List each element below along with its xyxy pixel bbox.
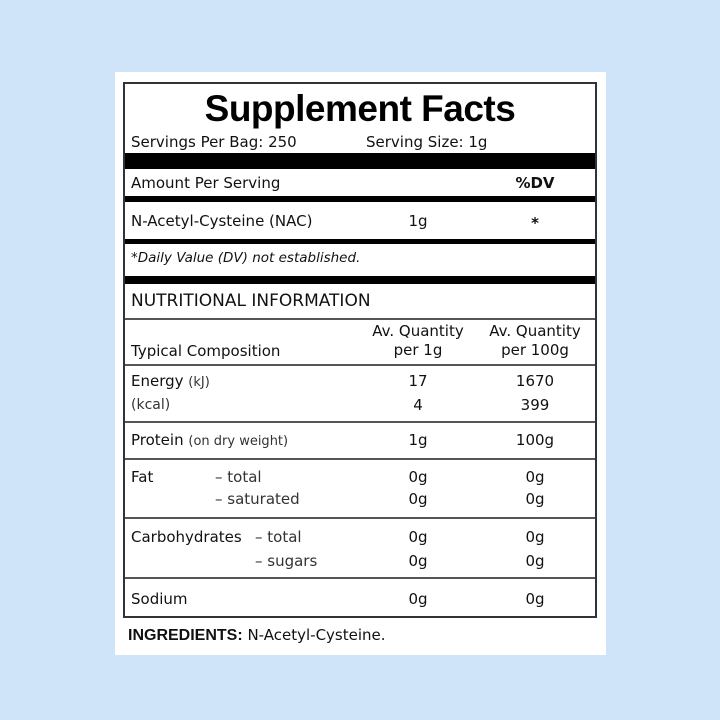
title: Supplement Facts xyxy=(204,88,516,129)
divider xyxy=(125,421,595,423)
divider xyxy=(125,153,595,169)
protein-v1: 1g xyxy=(408,431,428,449)
fat-label: Fat xyxy=(131,468,154,486)
protein-v2: 100g xyxy=(515,431,555,449)
col2-header-line: Av. Quantity xyxy=(489,322,581,340)
energy-unit: (kJ) xyxy=(188,375,210,390)
protein-note: (on dry weight) xyxy=(188,434,289,449)
fat-total-label: – total xyxy=(215,468,262,486)
divider xyxy=(125,577,595,579)
energy-label-text: Energy xyxy=(131,372,184,390)
facts-table: Supplement Facts Servings Per Bag: 250 S… xyxy=(123,82,597,618)
dv-header: %DV xyxy=(515,174,555,192)
fat-sat-v1: 0g xyxy=(408,490,428,508)
divider xyxy=(125,196,595,202)
divider xyxy=(125,276,595,284)
carb-total-v1: 0g xyxy=(408,528,428,546)
ingredients-label: INGREDIENTS: xyxy=(128,627,243,644)
carb-total-label: – total xyxy=(255,528,302,546)
divider xyxy=(125,239,595,244)
carb-label: Carbohydrates xyxy=(131,528,242,546)
divider xyxy=(125,318,595,320)
supplement-label: Supplement Facts Servings Per Bag: 250 S… xyxy=(115,72,606,655)
sodium-v2: 0g xyxy=(525,590,545,608)
col2-header: Av. Quantity per 100g xyxy=(480,322,590,360)
energy-kcal-v1: 4 xyxy=(413,396,423,414)
energy-kcal-v2: 399 xyxy=(520,396,550,414)
carb-sugars-v2: 0g xyxy=(525,552,545,570)
ingredient-name: N-Acetyl-Cysteine (NAC) xyxy=(131,212,313,230)
fat-total-v2: 0g xyxy=(525,468,545,486)
servings-per-bag: Servings Per Bag: 250 xyxy=(131,133,297,151)
fat-sat-v2: 0g xyxy=(525,490,545,508)
footnote: *Daily Value (DV) not established. xyxy=(131,250,361,266)
protein-label: Protein (on dry weight) xyxy=(131,431,288,449)
energy-kj-v2: 1670 xyxy=(515,372,555,390)
ingredient-dv: * xyxy=(531,214,539,232)
energy-label: Energy (kJ) xyxy=(131,372,210,390)
col2-header-line: per 100g xyxy=(501,341,569,359)
serving-size: Serving Size: 1g xyxy=(366,133,488,151)
carb-sugars-v1: 0g xyxy=(408,552,428,570)
energy-kcal-label: (kcal) xyxy=(131,397,171,413)
ingredients-text: N-Acetyl-Cysteine. xyxy=(247,626,386,644)
fat-saturated-label: – saturated xyxy=(215,490,300,508)
amount-per-serving: Amount Per Serving xyxy=(131,174,281,192)
energy-kj-v1: 17 xyxy=(408,372,428,390)
carb-total-v2: 0g xyxy=(525,528,545,546)
nutrition-heading: NUTRITIONAL INFORMATION xyxy=(131,291,371,311)
carb-sugars-label: – sugars xyxy=(255,552,318,570)
fat-total-v1: 0g xyxy=(408,468,428,486)
col-label: Typical Composition xyxy=(131,342,281,360)
sodium-label: Sodium xyxy=(131,590,188,608)
protein-label-text: Protein xyxy=(131,431,184,449)
divider xyxy=(125,517,595,519)
divider xyxy=(125,364,595,366)
col1-header-line: per 1g xyxy=(393,341,443,359)
col1-header-line: Av. Quantity xyxy=(372,322,464,340)
divider xyxy=(125,458,595,460)
sodium-v1: 0g xyxy=(408,590,428,608)
col1-header: Av. Quantity per 1g xyxy=(363,322,473,360)
ingredients: INGREDIENTS: N-Acetyl-Cysteine. xyxy=(128,626,386,645)
ingredient-amount: 1g xyxy=(408,212,428,230)
